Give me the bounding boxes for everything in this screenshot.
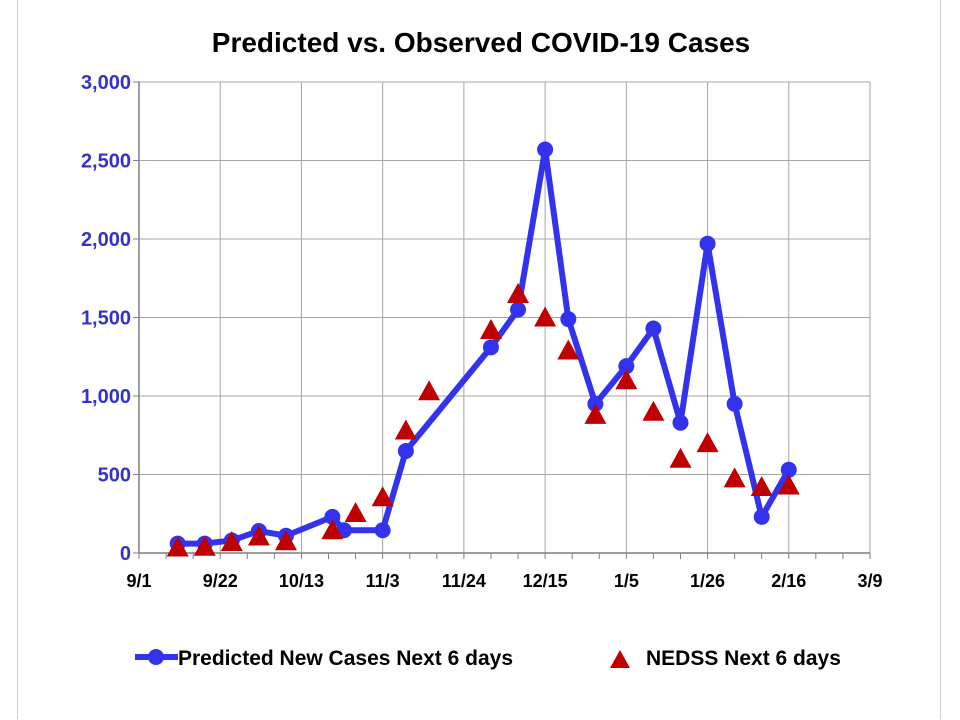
x-tick-label: 9/1: [126, 571, 151, 591]
nedss-point: [696, 432, 719, 453]
nedss-point: [777, 474, 800, 495]
nedss-point: [584, 403, 607, 424]
predicted-point: [672, 414, 689, 431]
nedss-series: [166, 282, 800, 557]
legend-label-nedss: NEDSS Next 6 days: [646, 647, 841, 670]
nedss-point: [750, 476, 773, 497]
nedss-point: [479, 319, 502, 340]
nedss-point: [321, 519, 344, 540]
nedss-point: [615, 369, 638, 390]
predicted-point: [645, 320, 662, 337]
nedss-point: [274, 530, 297, 551]
predicted-point: [397, 442, 414, 459]
nedss-point: [344, 501, 367, 522]
nedss-point: [166, 536, 189, 557]
nedss-point: [669, 447, 692, 468]
nedss-point: [723, 467, 746, 488]
nedss-point: [247, 525, 270, 546]
predicted-point: [482, 339, 499, 356]
legend-circle-swatch: [148, 649, 164, 665]
y-tick-label: 500: [98, 465, 131, 487]
x-tick-label: 9/22: [203, 571, 238, 591]
x-tick-label: 1/5: [614, 571, 639, 591]
predicted-point: [510, 301, 527, 318]
legend: Predicted New Cases Next 6 days NEDSS Ne…: [135, 647, 841, 670]
legend-item-nedss: NEDSS Next 6 days: [610, 647, 841, 670]
x-axis: 9/1 9/22 10/13 11/3 11/24 12/15 1/5 1/26 2/16 3/9: [126, 552, 883, 591]
y-axis: 0 500 1,000 1,500 2,000 2,500 3,000: [81, 72, 140, 565]
predicted-point: [780, 461, 797, 478]
legend-triangle-swatch: [610, 650, 630, 668]
nedss-point: [642, 400, 665, 421]
predicted-point: [699, 235, 716, 252]
predicted-point: [324, 508, 341, 525]
nedss-point: [557, 339, 580, 360]
predicted-point: [618, 358, 635, 375]
y-tick-label: 2,000: [81, 229, 131, 251]
x-tick-label: 2/16: [771, 571, 806, 591]
y-tick-label: 3,000: [81, 72, 131, 94]
nedss-point: [534, 306, 557, 327]
predicted-point: [560, 311, 577, 328]
x-tick-label: 1/26: [690, 571, 725, 591]
x-tick-label: 11/24: [442, 571, 486, 591]
legend-item-predicted: Predicted New Cases Next 6 days: [135, 647, 513, 670]
predicted-point: [726, 395, 743, 412]
predicted-point: [374, 522, 391, 539]
y-tick-label: 1,000: [81, 386, 131, 408]
predicted-point: [753, 508, 770, 525]
predicted-point: [537, 141, 554, 158]
y-tick-label: 2,500: [81, 151, 131, 173]
nedss-point: [371, 486, 394, 507]
nedss-point: [507, 282, 530, 303]
chart-title: Predicted vs. Observed COVID-19 Cases: [212, 27, 750, 58]
nedss-point: [220, 531, 243, 552]
x-tick-label: 12/15: [523, 571, 568, 591]
nedss-point: [394, 419, 417, 440]
x-tick-label: 3/9: [857, 571, 882, 591]
x-tick-label: 11/3: [366, 571, 400, 591]
x-tick-label: 10/13: [279, 571, 324, 591]
predicted-series: [169, 141, 797, 552]
nedss-point: [193, 535, 216, 556]
y-tick-label: 1,500: [81, 308, 131, 330]
chart-frame: Predicted vs. Observed COVID-19 Cases 0 5…: [17, 0, 941, 719]
y-tick-label: 0: [120, 543, 131, 565]
nedss-point: [418, 380, 441, 401]
legend-label-predicted: Predicted New Cases Next 6 days: [178, 647, 513, 670]
line-chart: Predicted vs. Observed COVID-19 Cases 0 5…: [81, 27, 883, 670]
